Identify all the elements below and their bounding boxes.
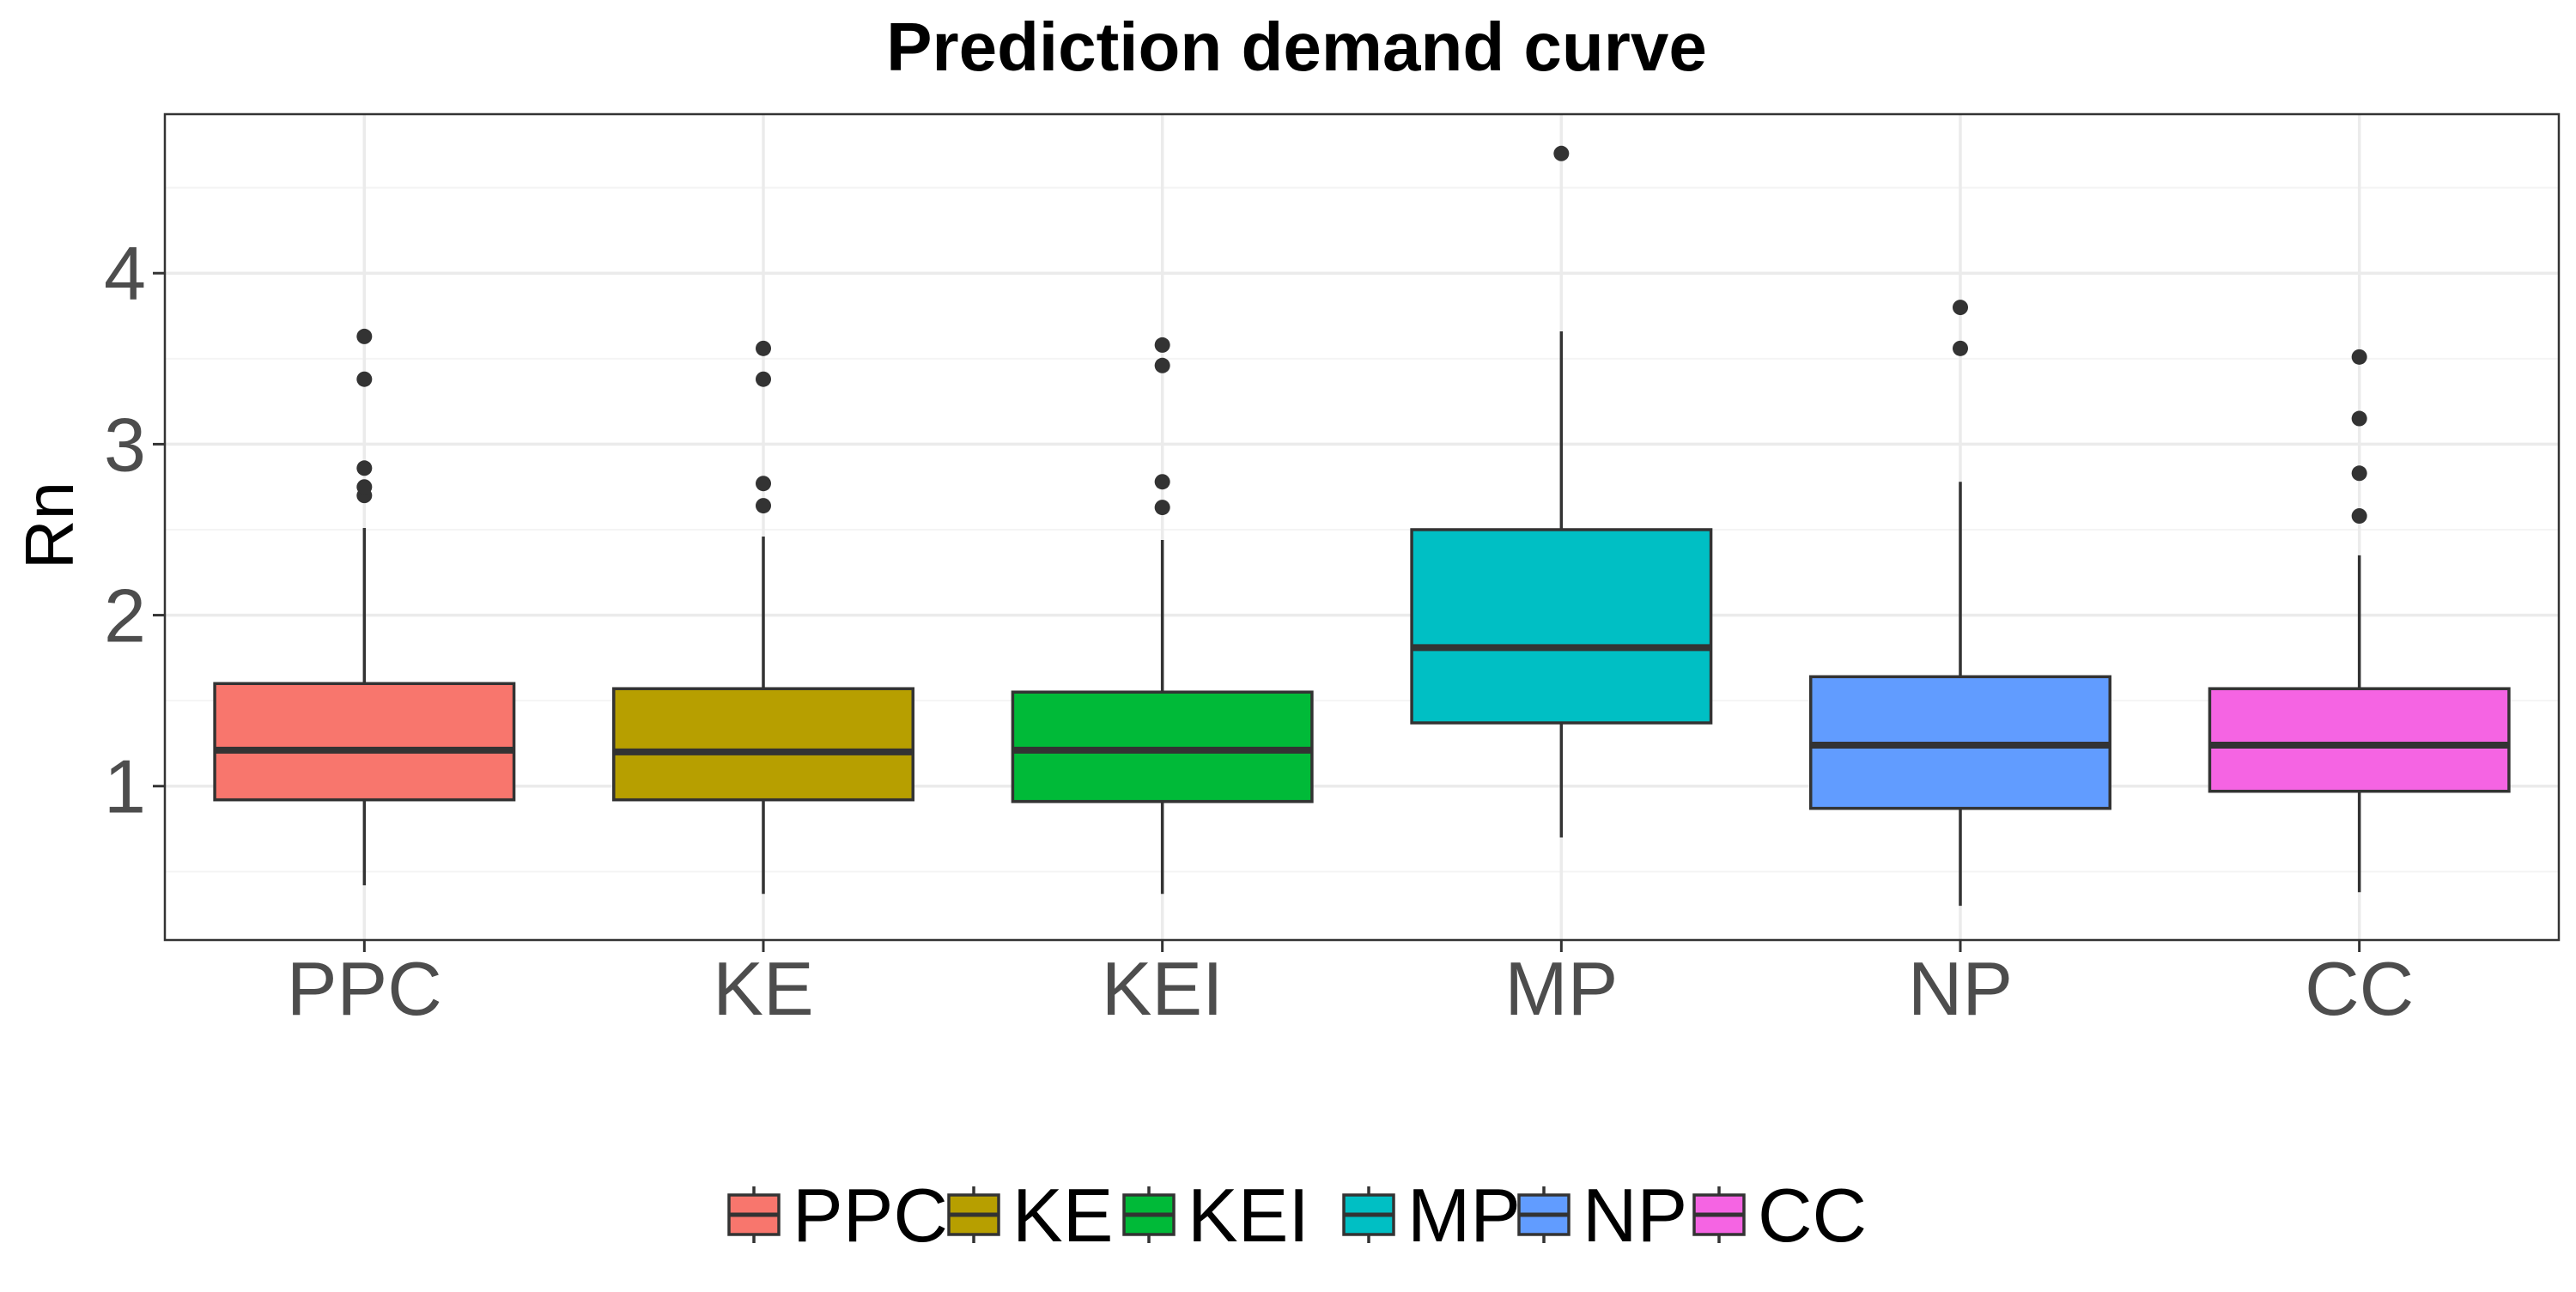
box-ppc (213, 328, 516, 886)
x-tick-label: NP (1908, 946, 2013, 1031)
x-tick-label: PPC (287, 946, 442, 1031)
x-axis: PPC KE KEI MP NP CC (287, 940, 2414, 1031)
legend-label: MP (1407, 1173, 1521, 1258)
box-mp (1410, 145, 1713, 838)
outlier-point (756, 476, 771, 492)
box-cc (2208, 349, 2511, 893)
outlier-point (1154, 357, 1170, 373)
legend-label: CC (1758, 1173, 1867, 1258)
chart-title: Prediction demand curve (886, 9, 1707, 85)
grid-lines (165, 114, 2559, 940)
outlier-point (356, 460, 373, 476)
outlier-point (356, 328, 373, 344)
box-ke (612, 340, 914, 895)
box-iqr (2208, 687, 2511, 793)
x-tick-label: KE (713, 946, 813, 1031)
y-tick-label: 2 (104, 573, 146, 658)
x-tick-label: MP (1504, 946, 1618, 1031)
legend-label: NP (1583, 1173, 1687, 1258)
outlier-point (1154, 337, 1170, 353)
outlier-point (1553, 145, 1570, 161)
legend-label: KE (1012, 1173, 1113, 1258)
outlier-point (1953, 340, 1968, 356)
legend-label: KEI (1188, 1173, 1309, 1258)
y-tick-label: 4 (104, 231, 146, 316)
outlier-point (1154, 474, 1170, 490)
outlier-point (756, 371, 771, 387)
outlier-point (756, 498, 771, 514)
box-kei (1011, 337, 1314, 895)
legend-item-cc: CC (1692, 1173, 1867, 1258)
outlier-point (1154, 500, 1170, 516)
legend-item-ppc: PPC (727, 1173, 948, 1258)
outlier-point (356, 371, 373, 387)
x-tick-label: KEI (1102, 946, 1224, 1031)
outlier-point (1953, 300, 1968, 316)
legend: PPC KE KEI MP NP CC (727, 1173, 1867, 1258)
outlier-point (2351, 465, 2367, 482)
y-axis-title: Rn (11, 482, 88, 569)
legend-item-mp: MP (1342, 1173, 1521, 1258)
y-tick-label: 3 (104, 402, 146, 487)
legend-item-kei: KEI (1122, 1173, 1309, 1258)
box-iqr (213, 682, 516, 802)
legend-item-ke: KE (947, 1173, 1113, 1258)
legend-item-np: NP (1517, 1173, 1687, 1258)
outlier-point (356, 479, 373, 495)
legend-label: PPC (793, 1173, 948, 1258)
plot-panel-border (163, 112, 2561, 942)
box-np (1809, 300, 2111, 907)
outlier-point (756, 340, 771, 356)
y-axis: 1 2 3 4 (104, 231, 165, 829)
box-iqr (612, 687, 914, 802)
x-tick-label: CC (2305, 946, 2414, 1031)
y-tick-label: 1 (104, 744, 146, 829)
box-layer (213, 145, 2511, 907)
outlier-point (2351, 410, 2367, 427)
box-iqr (1410, 528, 1713, 725)
outlier-point (2351, 508, 2367, 525)
outlier-point (2351, 349, 2367, 365)
